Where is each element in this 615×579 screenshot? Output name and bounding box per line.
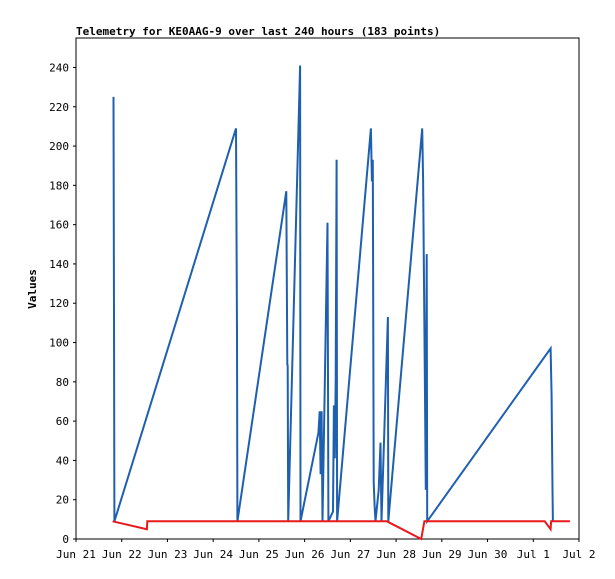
y-tick-label: 100 <box>49 337 69 350</box>
x-tick-label: Jun 28 <box>376 548 416 561</box>
x-axis: Jun 21 Jun 22 Jun 23 Jun 24 Jun 25 Jun 26 Jun … <box>56 539 596 561</box>
x-tick-label: Jul 1 <box>517 548 550 561</box>
y-tick-label: 0 <box>62 533 69 546</box>
y-tick-label: 80 <box>56 376 69 389</box>
y-tick-label: 60 <box>56 415 69 428</box>
y-tick-label: 120 <box>49 297 69 310</box>
y-tick-label: 240 <box>49 61 69 74</box>
x-tick-label: Jun 23 <box>148 548 188 561</box>
y-tick-label: 140 <box>49 258 69 271</box>
y-axis: 0 20 40 60 80 100 120 140 160 180 200 220 240 <box>49 61 76 546</box>
x-tick-label: Jun 22 <box>102 548 142 561</box>
x-tick-label: Jun 27 <box>330 548 370 561</box>
y-tick-label: 200 <box>49 140 69 153</box>
y-tick-label: 20 <box>56 494 69 507</box>
chart-title: Telemetry for KE0AAG-9 over last 240 hou… <box>76 25 440 38</box>
blue-series-line <box>112 65 554 525</box>
y-tick-label: 40 <box>56 454 69 467</box>
y-tick-label: 220 <box>49 101 69 114</box>
y-tick-label: 180 <box>49 179 69 192</box>
red-series-line <box>112 520 570 541</box>
x-tick-label: Jun 24 <box>193 548 233 561</box>
x-tick-label: Jun 25 <box>239 548 279 561</box>
x-tick-label: Jun 26 <box>285 548 325 561</box>
y-tick-label: 160 <box>49 219 69 232</box>
x-tick-label: Jul 2 <box>562 548 595 561</box>
x-tick-label: Jun 21 <box>56 548 96 561</box>
series-layer <box>112 65 570 541</box>
y-axis-label: Values <box>26 269 39 309</box>
x-tick-label: Jun 30 <box>468 548 508 561</box>
x-tick-label: Jun 29 <box>422 548 462 561</box>
